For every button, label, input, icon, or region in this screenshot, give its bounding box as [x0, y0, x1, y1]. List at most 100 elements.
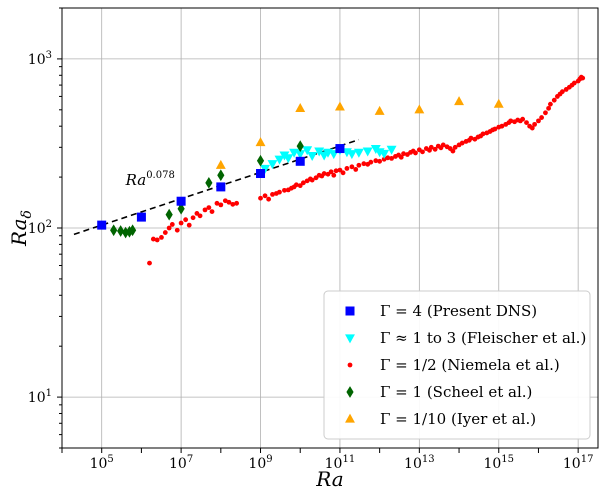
legend-marker-3 [346, 386, 354, 398]
y-tick-label-1: 102 [28, 219, 52, 237]
legend-box [323, 290, 591, 440]
series-2-point-38 [309, 177, 315, 183]
y-tick-label-0: 101 [28, 388, 52, 406]
series-2-point-3 [159, 234, 164, 240]
series-2-point-107 [532, 121, 538, 127]
series-2-point-5 [166, 225, 172, 231]
series-2-point-68 [413, 150, 418, 156]
y-axis-label-sub: δ [19, 210, 35, 218]
series-2-point-10 [186, 222, 192, 228]
series-2-point-23 [258, 195, 263, 201]
series-2-point-26 [270, 192, 275, 197]
series-2-point-24 [262, 193, 268, 199]
series-1-point-17 [362, 147, 373, 157]
legend-label-4: Γ = 1/10 (Iyer et al.) [380, 410, 536, 428]
series-2-point-80 [450, 148, 456, 154]
series-1-point-7 [302, 146, 313, 156]
series-2-point-96 [499, 123, 505, 129]
legend-label-0: Γ = 4 (Present DNS) [380, 302, 537, 320]
series-4-point-4 [374, 105, 385, 115]
series-2-point-86 [468, 135, 474, 141]
series-2-point-7 [174, 227, 180, 233]
series-2-point-59 [385, 155, 391, 161]
series-1-point-1 [267, 160, 278, 170]
series-2-point-49 [344, 166, 350, 171]
series-2 [147, 74, 586, 266]
series-4-point-6 [454, 96, 464, 106]
x-axis-ticks: 105 107 109 1011 1013 1015 1017 [61, 448, 594, 472]
legend-label-1: Γ ≈ 1 to 3 (Fleischer et al.) [380, 329, 586, 347]
series-2-point-124 [580, 75, 586, 81]
series-0-point-2 [176, 196, 186, 206]
svg-text:Raδ: Raδ [7, 210, 35, 247]
series-2-point-28 [277, 189, 282, 195]
series-2-point-22 [234, 200, 240, 206]
x-axis-label: Ra [315, 467, 343, 491]
series-3-point-4 [129, 224, 137, 237]
series-2-point-108 [536, 118, 541, 124]
series-2-point-99 [508, 118, 514, 124]
series-2-point-74 [432, 146, 438, 152]
series-2-point-6 [169, 222, 175, 227]
series-2-point-9 [183, 217, 189, 223]
series-0-point-1 [136, 212, 146, 222]
series-2-point-57 [377, 158, 383, 164]
series-2-point-29 [282, 187, 287, 193]
series-2-point-51 [353, 167, 359, 172]
x-tick-label-1: 107 [169, 454, 193, 472]
series-1 [260, 144, 397, 174]
series-1-point-9 [314, 147, 325, 157]
series-3-point-8 [205, 176, 213, 189]
series-2-point-1 [150, 236, 156, 242]
series-2-point-11 [190, 215, 196, 221]
series-4-point-1 [255, 137, 266, 147]
series-4-point-3 [334, 101, 345, 111]
series-2-point-112 [548, 101, 553, 107]
series-2-point-2 [154, 237, 160, 243]
series-1-point-15 [346, 150, 357, 160]
series-2-point-103 [520, 116, 526, 122]
fit-annotation-exponent: 0.078 [146, 170, 175, 181]
series-4-point-5 [414, 104, 425, 114]
series-2-point-21 [230, 201, 236, 207]
series-2-point-34 [297, 183, 303, 189]
series-2-point-18 [218, 202, 224, 208]
y-axis-label: Raδ [7, 210, 35, 247]
series-2-point-83 [459, 140, 465, 146]
series-2-point-4 [162, 230, 168, 235]
series-2-point-56 [373, 158, 379, 164]
y-tick-label-2: 103 [28, 50, 52, 68]
series-2-point-73 [428, 144, 434, 150]
series-2-point-19 [222, 198, 228, 204]
x-tick-label-0: 105 [90, 454, 114, 472]
series-1-point-0 [260, 164, 270, 174]
series-2-point-25 [266, 196, 272, 202]
x-tick-label-6: 1017 [563, 454, 594, 472]
series-2-point-52 [356, 162, 362, 168]
series-3-point-5 [165, 208, 173, 221]
series-0-point-6 [335, 144, 345, 154]
series-0-point-4 [256, 169, 266, 179]
series-2-point-50 [349, 164, 355, 170]
series-2-point-55 [368, 159, 374, 165]
y-axis-label-main: Ra [7, 218, 31, 246]
series-2-point-111 [546, 105, 551, 111]
legend-marker-2 [347, 362, 353, 368]
series-2-point-48 [340, 170, 346, 176]
series-4 [215, 96, 504, 169]
series-1-point-2 [274, 155, 285, 165]
series-2-point-120 [571, 80, 577, 86]
legend-marker-4 [345, 413, 355, 423]
series-2-point-113 [551, 97, 557, 103]
series-3-point-0 [110, 224, 118, 237]
series-3-point-9 [217, 169, 225, 182]
legend: Γ = 4 (Present DNS) Γ ≈ 1 to 3 (Fleischer… [323, 290, 591, 440]
series-2-point-0 [147, 260, 152, 266]
series-2-point-46 [333, 168, 339, 174]
series-2-point-63 [398, 154, 404, 160]
y-axis-ticks: 101 102 103 [28, 7, 62, 449]
series-2-point-16 [209, 209, 215, 215]
series-2-point-104 [524, 120, 529, 126]
series-2-point-81 [452, 144, 458, 150]
series-1-point-4 [283, 154, 294, 164]
